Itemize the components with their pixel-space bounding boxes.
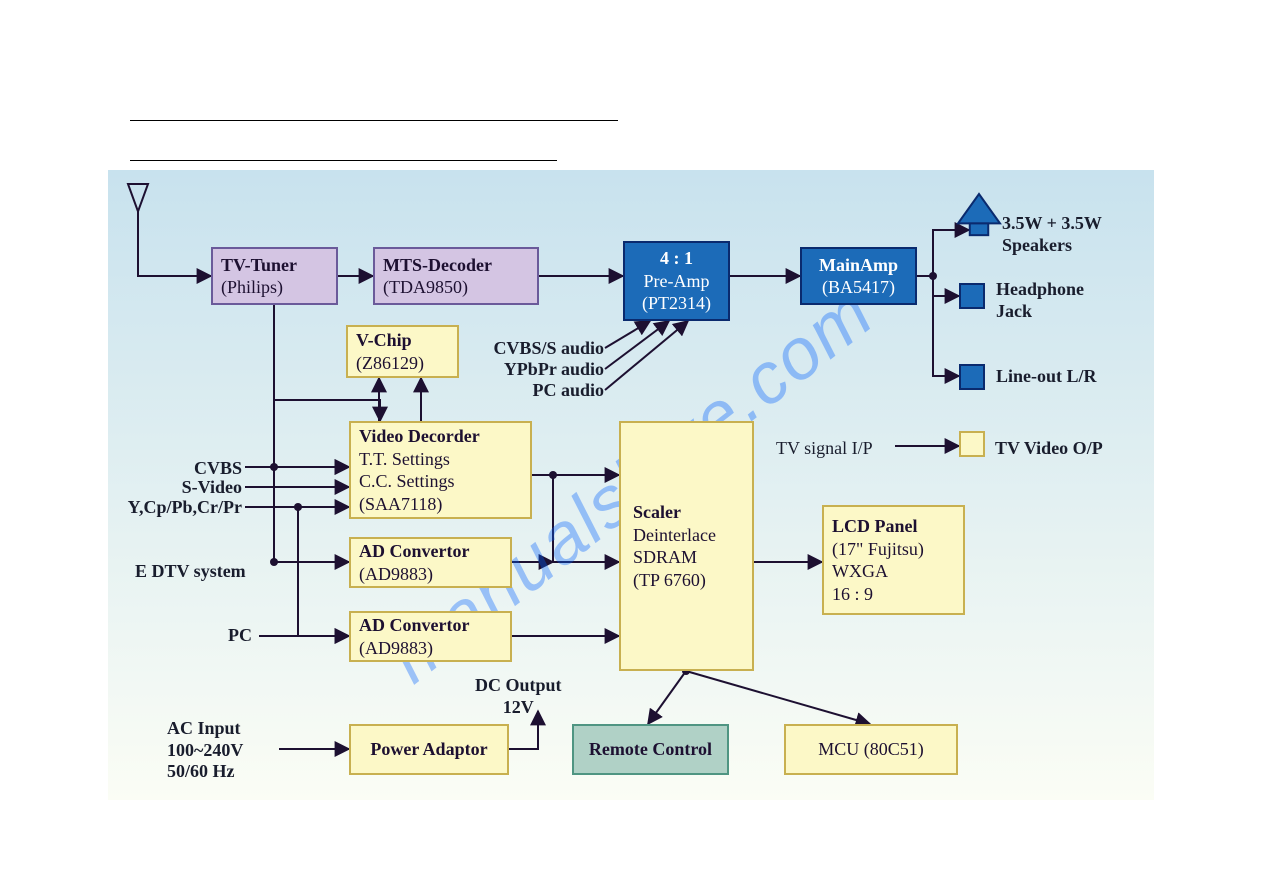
node-mts: MTS-Decoder(TDA9850) — [373, 247, 539, 305]
label-svideo: S-Video — [130, 477, 242, 499]
label-edtv: E DTV system — [135, 561, 246, 583]
label-dcout: DC Output12V — [475, 675, 562, 718]
label-tvop: TV Video O/P — [995, 438, 1103, 460]
node-adc1: AD Convertor(AD9883) — [349, 537, 512, 588]
node-pwr: Power Adaptor — [349, 724, 509, 775]
node-vchip: V-Chip(Z86129) — [346, 325, 459, 378]
node-scaler: ScalerDeinterlaceSDRAM(TP 6760) — [619, 421, 754, 671]
label-tvip: TV signal I/P — [776, 438, 873, 460]
node-tuner: TV-Tuner(Philips) — [211, 247, 338, 305]
label-lo: Line-out L/R — [996, 366, 1097, 388]
node-preamp: 4 : 1Pre-Amp(PT2314) — [623, 241, 730, 321]
label-acin: AC Input100~240V50/60 Hz — [167, 718, 243, 783]
block-diagram: manualshive.com TV-Tuner(Philips)MTS-Dec… — [108, 170, 1154, 800]
node-vdec: Video DecorderT.T. SettingsC.C. Settings… — [349, 421, 532, 519]
header-rule-1 — [130, 120, 618, 121]
label-pcA: PC audio — [474, 380, 604, 402]
port-hp — [959, 283, 985, 309]
label-spk: 3.5W + 3.5WSpeakers — [1002, 213, 1102, 256]
port-lo — [959, 364, 985, 390]
header-rule-2 — [130, 160, 557, 161]
label-ypbpr: Y,Cp/Pb,Cr/Pr — [97, 497, 242, 519]
port-tvop — [959, 431, 985, 457]
node-mainamp: MainAmp(BA5417) — [800, 247, 917, 305]
label-ypA: YPbPr audio — [474, 359, 604, 381]
label-cvbsA: CVBS/S audio — [474, 338, 604, 360]
node-adc2: AD Convertor(AD9883) — [349, 611, 512, 662]
node-mcu: MCU (80C51) — [784, 724, 958, 775]
node-remote: Remote Control — [572, 724, 729, 775]
node-lcd: LCD Panel(17" Fujitsu)WXGA16 : 9 — [822, 505, 965, 615]
label-hp: HeadphoneJack — [996, 279, 1084, 322]
label-pc: PC — [228, 625, 252, 647]
